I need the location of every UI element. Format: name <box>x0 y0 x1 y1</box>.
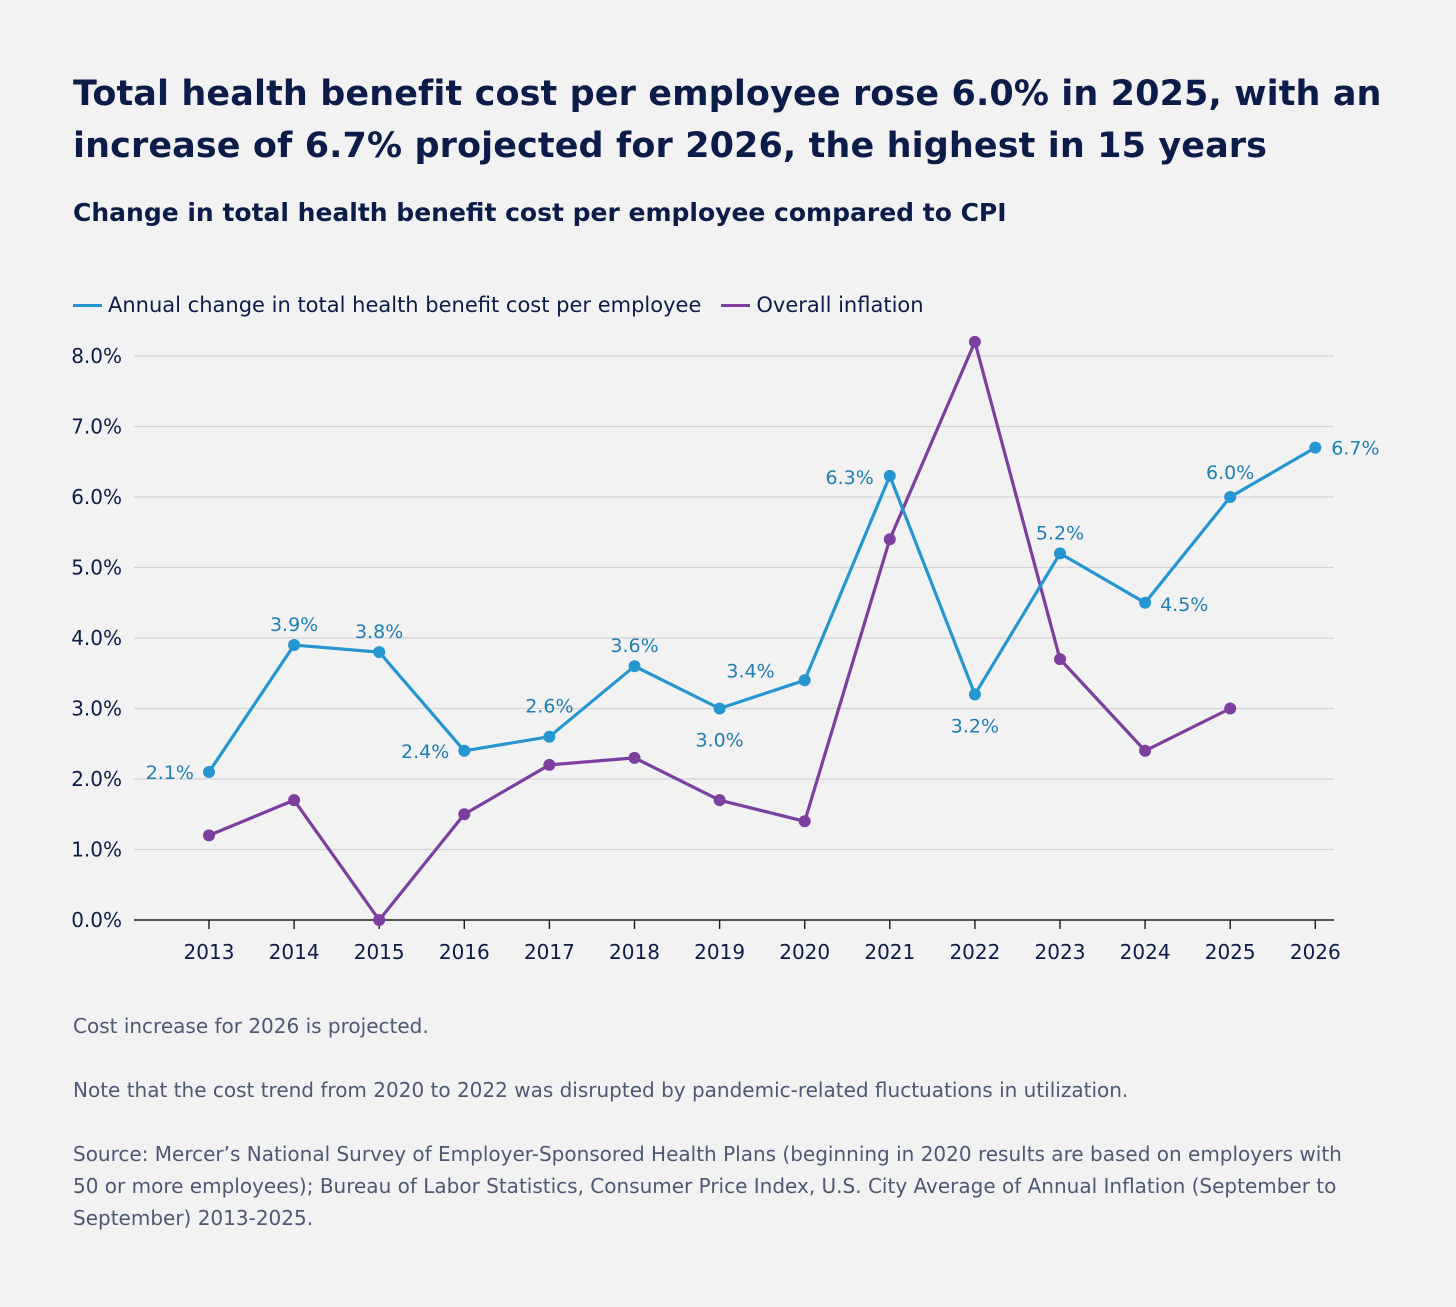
y-tick-label: 5.0% <box>71 556 122 580</box>
chart-notes: Cost increase for 2026 is projected. Not… <box>73 1010 1373 1266</box>
series-line-health-cost <box>207 446 1317 774</box>
legend-label-inflation: Overall inflation <box>756 293 924 317</box>
y-tick-label: 4.0% <box>71 626 122 650</box>
chart-title: Total health benefit cost per employee r… <box>73 74 1382 166</box>
data-point-health-cost <box>798 674 811 687</box>
chart-subtitle: Change in total health benefit cost per … <box>73 198 1007 227</box>
data-point-health-cost <box>883 469 896 482</box>
y-tick-label: 1.0% <box>71 838 122 862</box>
legend-item-inflation: Overall inflation <box>721 293 924 317</box>
data-label-health-cost: 3.6% <box>610 635 658 657</box>
data-label-health-cost: 3.0% <box>695 730 743 752</box>
data-label-health-cost: 3.9% <box>270 614 318 636</box>
x-tick-label: 2014 <box>269 940 320 964</box>
legend-item-health-cost: Annual change in total health benefit co… <box>73 293 701 317</box>
y-tick-label: 6.0% <box>71 485 122 509</box>
data-point-inflation <box>883 533 896 546</box>
x-tick-label: 2022 <box>949 940 1000 964</box>
x-tick-label: 2020 <box>779 940 830 964</box>
y-tick-label: 2.0% <box>71 767 122 791</box>
data-point-health-cost <box>1054 547 1066 560</box>
data-point-health-cost <box>373 646 386 659</box>
data-label-health-cost: 3.4% <box>726 660 774 682</box>
data-point-inflation <box>968 335 981 348</box>
data-label-health-cost: 2.4% <box>401 741 449 763</box>
legend-swatch-inflation <box>721 303 751 307</box>
x-tick-label: 2016 <box>439 940 490 964</box>
legend-swatch-health-cost <box>73 303 102 307</box>
data-label-health-cost: 6.0% <box>1206 462 1254 484</box>
data-label-health-cost: 3.8% <box>355 621 403 643</box>
note-projection: Cost increase for 2026 is projected. <box>73 1014 429 1038</box>
data-point-health-cost <box>458 744 471 757</box>
data-point-inflation <box>373 914 386 926</box>
data-point-inflation <box>458 808 471 821</box>
note-source: Source: Mercer’s National Survey of Empl… <box>73 1142 1342 1230</box>
x-tick-label: 2024 <box>1120 940 1171 964</box>
data-point-health-cost <box>1139 596 1152 609</box>
data-label-health-cost: 5.2% <box>1036 522 1084 544</box>
data-point-inflation <box>543 758 556 771</box>
x-tick-label: 2017 <box>524 940 575 964</box>
y-tick-label: 7.0% <box>71 415 122 439</box>
data-point-inflation <box>288 794 301 807</box>
data-point-health-cost <box>288 639 301 652</box>
data-point-inflation <box>1054 653 1066 666</box>
data-point-health-cost <box>628 660 641 673</box>
data-label-health-cost: 2.1% <box>146 762 194 784</box>
x-tick-label: 2023 <box>1035 940 1086 964</box>
data-point-health-cost <box>543 730 556 743</box>
data-label-health-cost: 6.3% <box>826 467 874 489</box>
data-point-inflation <box>713 794 726 807</box>
data-point-inflation <box>203 829 215 842</box>
data-point-health-cost <box>203 765 215 778</box>
x-tick-label: 2019 <box>694 940 745 964</box>
x-tick-label: 2015 <box>354 940 405 964</box>
note-pandemic: Note that the cost trend from 2020 to 20… <box>73 1078 1129 1102</box>
x-tick-label: 2018 <box>609 940 660 964</box>
legend: Annual change in total health benefit co… <box>73 293 944 317</box>
data-point-health-cost <box>968 688 981 701</box>
data-point-inflation <box>628 751 641 764</box>
y-tick-label: 8.0% <box>71 344 122 368</box>
x-tick-label: 2025 <box>1205 940 1256 964</box>
legend-label-health-cost: Annual change in total health benefit co… <box>108 293 702 317</box>
data-point-health-cost <box>1224 491 1237 503</box>
x-tick-label: 2021 <box>864 940 915 964</box>
data-label-health-cost: 6.7% <box>1331 438 1379 460</box>
x-tick-label: 2026 <box>1290 940 1341 964</box>
data-label-health-cost: 2.6% <box>525 696 573 718</box>
x-tick-label: 2013 <box>184 940 235 964</box>
data-label-health-cost: 4.5% <box>1160 594 1208 616</box>
data-point-health-cost <box>1309 441 1322 454</box>
y-tick-label: 0.0% <box>71 908 122 932</box>
data-point-inflation <box>1224 702 1237 715</box>
data-label-health-cost: 3.2% <box>951 715 999 737</box>
y-tick-label: 3.0% <box>71 697 122 721</box>
data-point-health-cost <box>713 702 726 715</box>
data-point-inflation <box>1139 744 1152 757</box>
data-point-inflation <box>798 815 811 828</box>
line-chart: 0.0% 1.0% 2.0% 3.0% 4.0% 5.0% 6.0% 7.0% 8.0% 2013… <box>71 335 1380 964</box>
